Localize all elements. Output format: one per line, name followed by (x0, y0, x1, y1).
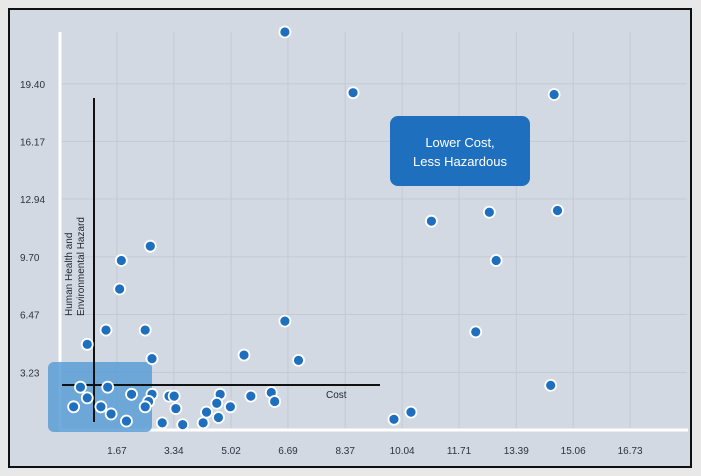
data-point (125, 387, 138, 401)
data-point (67, 400, 81, 414)
low-cost-low-hazard-region (48, 362, 152, 432)
data-point (138, 400, 152, 414)
data-point (99, 323, 113, 337)
data-point (74, 380, 87, 394)
data-point (387, 412, 401, 426)
data-point (114, 254, 128, 267)
x-tick-label: 10.04 (390, 446, 415, 457)
cost-indicator: Cost (62, 384, 380, 401)
x-tick-label: 11.71 (447, 446, 472, 457)
data-point (176, 418, 190, 432)
y-tick-label: 12.94 (20, 195, 45, 206)
data-point (244, 389, 258, 403)
hazard-indicator: Human Health and Environmental Hazard (64, 98, 95, 422)
data-point (212, 411, 225, 424)
x-tick-label: 8.37 (335, 446, 355, 457)
x-tick-label: 3.34 (164, 446, 184, 457)
data-point (404, 405, 418, 419)
data-point (268, 395, 282, 408)
data-points (67, 25, 564, 432)
y-tick-label: 19.40 (20, 80, 45, 91)
x-tick-label: 13.39 (504, 446, 529, 457)
data-point (544, 378, 558, 392)
y-axis-label-line2: Environmental Hazard (76, 217, 87, 316)
data-point (101, 380, 115, 394)
data-point (346, 86, 360, 100)
data-point (489, 254, 503, 267)
data-point (94, 400, 108, 414)
x-tick-label: 15.06 (561, 446, 586, 457)
callout: Lower Cost, Less Hazardous (390, 116, 530, 186)
x-axis-label: Cost (326, 390, 347, 401)
data-point (482, 205, 496, 219)
y-tick-label: 3.23 (20, 368, 40, 379)
data-point (210, 396, 224, 410)
data-point (155, 416, 169, 430)
data-point (167, 389, 181, 403)
data-point (104, 407, 118, 421)
data-point (169, 402, 183, 415)
tick-labels: 1.67 3.34 5.02 6.69 8.37 10.04 11.71 13.39 15.06… (20, 80, 643, 457)
data-point (113, 282, 127, 296)
x-tick-label: 1.67 (107, 446, 127, 457)
x-tick-label: 6.69 (278, 446, 298, 457)
data-point (196, 416, 210, 430)
data-point (237, 348, 251, 362)
callout-line1: Lower Cost, (425, 135, 494, 150)
y-tick-label: 16.17 (20, 137, 45, 148)
data-point (143, 239, 157, 253)
callout-line2: Less Hazardous (413, 154, 507, 169)
x-tick-label: 16.73 (618, 446, 643, 457)
data-point (138, 323, 152, 337)
x-tick-label: 5.02 (221, 446, 241, 457)
y-axis-label-line1: Human Health and (64, 233, 75, 316)
data-point (278, 314, 292, 328)
y-tick-label: 9.70 (20, 253, 40, 264)
data-point (80, 337, 94, 351)
axes (58, 32, 688, 432)
data-point (469, 325, 483, 339)
data-point (547, 88, 561, 101)
data-point (80, 391, 94, 405)
data-point (200, 405, 213, 419)
data-point (145, 352, 159, 366)
data-point (292, 353, 305, 367)
data-point (278, 25, 292, 39)
data-point (223, 400, 237, 414)
y-tick-label: 6.47 (20, 311, 40, 322)
data-point (425, 214, 438, 228)
gridlines (60, 32, 687, 430)
data-point (120, 414, 133, 428)
callout-box (390, 116, 530, 186)
data-point (551, 204, 564, 217)
